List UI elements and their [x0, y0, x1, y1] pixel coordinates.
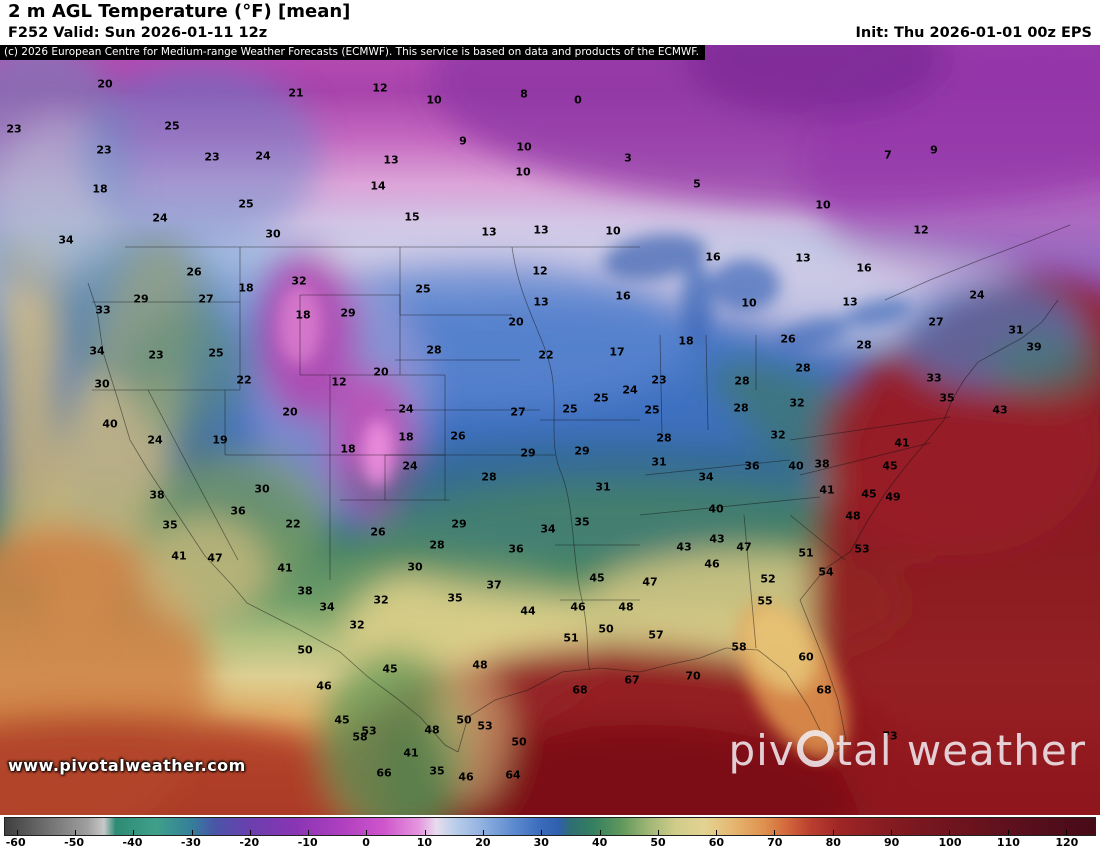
colorbar-tick-label: 60: [708, 836, 725, 849]
colorbar-gradient: [4, 817, 1096, 836]
colorbar-tick-label: -50: [64, 836, 84, 849]
colorbar-tick-mark: [191, 830, 193, 835]
colorbar-tick-mark: [74, 830, 76, 835]
colorbar-tick-mark: [949, 830, 951, 835]
colorbar-tick-label: -10: [297, 836, 318, 849]
colorbar-tick-label: 20: [475, 836, 491, 849]
colorbar-tick-mark: [1065, 830, 1067, 835]
colorbar-tick-mark: [599, 830, 601, 835]
colorbar-tick-label: 30: [533, 836, 549, 849]
colorbar-tick-label: 80: [825, 836, 841, 849]
colorbar-tick-label: -30: [180, 836, 201, 849]
valid-time-label: F252 Valid: Sun 2026-01-11 12z: [8, 25, 268, 41]
colorbar-tick-label: 100: [938, 836, 962, 849]
pivotal-weather-logo: piv tal weather: [728, 726, 1086, 775]
colorbar-tick-mark: [657, 830, 659, 835]
colorbar-tick-mark: [482, 830, 484, 835]
colorbar-tick-mark: [716, 830, 718, 835]
site-watermark: www.pivotalweather.com: [8, 756, 246, 775]
colorbar-tick-mark: [249, 830, 251, 835]
colorbar-tick-mark: [308, 830, 310, 835]
colorbar-legend: -60 -50 -40 -30 -20 -10 0 10 20 30 40 50 60 70 80 90 100…: [0, 815, 1100, 850]
colorbar-tick-label: 10: [416, 836, 433, 849]
logo-text-right: tal weather: [835, 726, 1086, 775]
colorbar-tick-label: 110: [996, 836, 1020, 849]
logo-swirl-icon: [796, 730, 834, 767]
colorbar-tick-label: 40: [591, 836, 608, 849]
temperature-field: [0, 45, 1100, 815]
colorbar-tick-label: 90: [883, 836, 900, 849]
colorbar-tick-label: 0: [362, 836, 370, 849]
forecast-map[interactable]: (c) 2026 European Centre for Medium-rang…: [0, 45, 1100, 815]
map-header: 2 m AGL Temperature (°F) [mean] F252 Val…: [0, 0, 1100, 45]
colorbar-tick-mark: [424, 830, 426, 835]
colorbar-tick-label: 50: [650, 836, 666, 849]
colorbar-tick-label: 70: [767, 836, 783, 849]
colorbar-tick-mark: [541, 830, 543, 835]
colorbar-tick-label: -60: [5, 836, 26, 849]
copyright-bar: (c) 2026 European Centre for Medium-rang…: [0, 45, 705, 60]
page-title: 2 m AGL Temperature (°F) [mean]: [8, 1, 351, 22]
logo-text-left: piv: [728, 726, 795, 775]
colorbar-tick-mark: [832, 830, 834, 835]
colorbar-tick-mark: [890, 830, 892, 835]
colorbar-tick-label: -20: [239, 836, 260, 849]
colorbar-tick-mark: [1007, 830, 1009, 835]
colorbar-tick-mark: [774, 830, 776, 835]
map-borders: [87, 224, 1071, 753]
colorbar-ticks: -60 -50 -40 -30 -20 -10 0 10 20 30 40 50 60 70 80 90 100…: [4, 836, 1096, 850]
colorbar-tick-mark: [133, 830, 135, 835]
colorbar-tick-label: -40: [122, 836, 143, 849]
colorbar-tick-mark: [366, 830, 368, 835]
colorbar-tick-label: 120: [1055, 836, 1079, 849]
init-time-label: Init: Thu 2026-01-01 00z EPS: [855, 25, 1093, 41]
colorbar-tick-mark: [16, 830, 18, 835]
